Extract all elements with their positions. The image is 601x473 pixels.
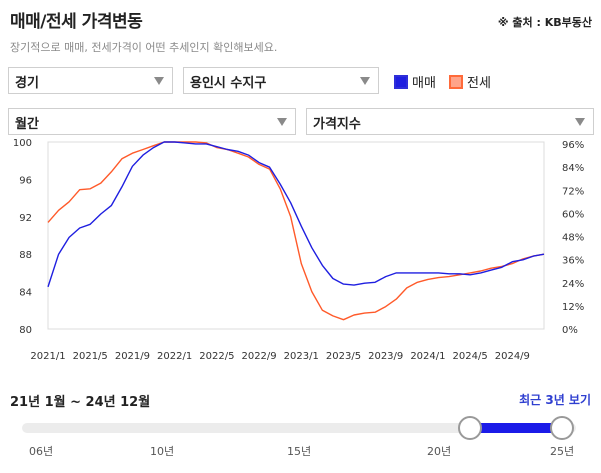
y-right-tick-label: 0% — [562, 325, 578, 336]
legend-jeonse-label: 전세 — [467, 76, 491, 91]
chevron-down-icon — [575, 118, 585, 126]
year-range-slider-fill — [470, 423, 562, 433]
y-right-tick-label: 96% — [562, 140, 584, 151]
y-left-tick-label: 80 — [19, 325, 32, 336]
city-select-value: 용인시 수지구 — [190, 76, 267, 91]
y-right-tick-label: 24% — [562, 279, 584, 290]
y-left-tick-label: 96 — [19, 175, 32, 186]
slider-year-label: 20년 — [427, 445, 452, 458]
chevron-down-icon — [154, 77, 164, 85]
page-title: 매매/전세 가격변동 — [10, 12, 143, 32]
y-left-tick-label: 100 — [13, 138, 32, 149]
plot-area-frame — [47, 141, 545, 330]
price-index-chart: 80 84 88 92 96 100 0% 12% 24% 36% 48% 60% 72% 84% 96% 2… — [13, 138, 584, 362]
x-tick-label: 2021/9 — [115, 351, 150, 362]
x-tick-label: 2023/9 — [368, 351, 403, 362]
x-tick-label: 2022/5 — [199, 351, 234, 362]
period-select[interactable]: 월간 — [8, 108, 296, 135]
year-range-slider-track[interactable] — [22, 423, 576, 433]
index-type-select[interactable]: 가격지수 — [306, 108, 594, 135]
y-right-tick-label: 84% — [562, 163, 584, 174]
recent-3-years-button[interactable]: 최근 3년 보기 — [519, 393, 591, 407]
x-tick-label: 2022/9 — [241, 351, 276, 362]
x-tick-label: 2021/5 — [73, 351, 108, 362]
y-right-tick-label: 12% — [562, 302, 584, 313]
city-select[interactable]: 용인시 수지구 — [183, 67, 379, 94]
period-select-value: 월간 — [15, 117, 39, 132]
legend-sale-swatch — [394, 74, 408, 89]
series-line-sale — [47, 141, 545, 288]
legend-jeonse-swatch — [449, 74, 463, 89]
y-right-tick-label: 72% — [562, 186, 584, 197]
year-range-start-handle[interactable] — [458, 416, 482, 440]
x-tick-label: 2024/5 — [453, 351, 488, 362]
y-left-tick-label: 92 — [19, 213, 32, 224]
x-tick-label: 2024/9 — [495, 351, 530, 362]
year-range-end-handle[interactable] — [550, 416, 574, 440]
slider-year-label: 10년 — [150, 445, 175, 458]
legend-sale-label: 매매 — [412, 76, 436, 91]
series-line-jeonse — [47, 141, 545, 321]
index-type-select-value: 가격지수 — [313, 117, 361, 132]
x-tick-label: 2021/1 — [30, 351, 65, 362]
legend-jeonse[interactable]: 전세 — [449, 72, 491, 91]
y-left-tick-label: 84 — [19, 288, 32, 299]
chevron-down-icon — [277, 118, 287, 126]
y-right-tick-label: 60% — [562, 209, 584, 220]
y-right-tick-label: 48% — [562, 233, 584, 244]
slider-year-label: 15년 — [287, 445, 312, 458]
y-left-tick-label: 88 — [19, 250, 32, 261]
x-tick-label: 2023/5 — [326, 351, 361, 362]
region-select-value: 경기 — [15, 76, 39, 91]
slider-year-label: 06년 — [29, 445, 54, 458]
page-subtitle: 장기적으로 매매, 전세가격이 어떤 추세인지 확인해보세요. — [10, 41, 278, 54]
chevron-down-icon — [360, 77, 370, 85]
slider-year-label: 25년 — [550, 445, 575, 458]
x-tick-label: 2022/1 — [157, 351, 192, 362]
source-label: ※ 출처 : KB부동산 — [497, 16, 592, 29]
region-select[interactable]: 경기 — [8, 67, 173, 94]
legend-sale[interactable]: 매매 — [394, 72, 436, 91]
y-right-tick-label: 36% — [562, 256, 584, 267]
date-range-label: 21년 1월 ~ 24년 12월 — [10, 395, 151, 410]
x-tick-label: 2023/1 — [284, 351, 319, 362]
x-tick-label: 2024/1 — [410, 351, 445, 362]
